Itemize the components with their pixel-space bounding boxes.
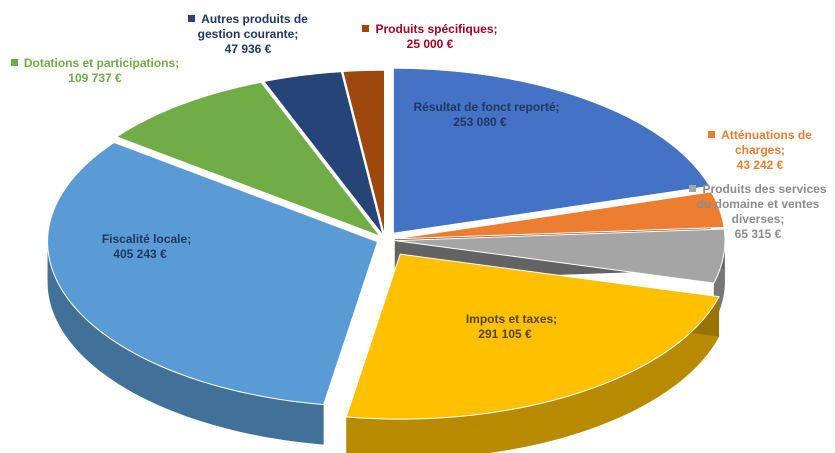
category-label: Dotations et participations; — [23, 56, 180, 70]
category-label: Produits spécifiques; — [375, 22, 498, 36]
data-label: Autres produits de gestion courante; 47 9… — [173, 12, 323, 57]
data-label: Dotations et participations; 109 737 € — [5, 56, 185, 86]
legend-key — [689, 185, 697, 192]
slice — [262, 71, 384, 236]
value-label: 109 737 € — [68, 71, 122, 85]
slice — [47, 141, 379, 406]
category-label: Fiscalité locale; — [101, 232, 192, 246]
legend-key — [88, 235, 96, 242]
slice — [342, 69, 385, 236]
legend-key — [362, 25, 370, 32]
legend-key — [400, 103, 408, 110]
category-label: Résultat de fonct reporté; — [413, 100, 560, 114]
slice — [394, 228, 726, 284]
category-label: Impots et taxes; — [465, 312, 558, 326]
slice — [394, 191, 725, 240]
value-label: 253 080 € — [453, 115, 507, 129]
value-label: 291 105 € — [478, 327, 532, 341]
value-label: 47 936 € — [224, 42, 272, 56]
legend-key — [188, 15, 196, 22]
data-label: Impots et taxes; 291 105 € — [415, 312, 595, 342]
legend-key — [10, 59, 18, 66]
slice-side — [346, 296, 720, 453]
slice — [115, 81, 382, 238]
slice-side-shade — [47, 241, 324, 445]
legend-key — [452, 315, 460, 322]
category-label: Autres produits de gestion courante; — [197, 12, 308, 41]
category-label: Produits des services du domaine et vent… — [696, 182, 827, 226]
data-label: Fiscalité locale; 405 243 € — [65, 232, 215, 262]
data-label: Résultat de fonct reporté; 253 080 € — [380, 100, 580, 130]
slice-side — [47, 241, 324, 445]
data-label: Produits spécifiques; 25 000 € — [355, 22, 505, 52]
slice — [345, 253, 720, 420]
legend-key — [708, 131, 716, 138]
value-label: 405 243 € — [113, 247, 167, 261]
category-label: Atténuations de charges; — [721, 128, 812, 157]
slice-side-shade — [346, 296, 720, 453]
value-label: 65 315 € — [734, 227, 782, 241]
data-label: Produits des services du domaine et vent… — [683, 182, 833, 242]
slice — [392, 67, 711, 234]
value-label: 43 242 € — [736, 158, 784, 172]
data-label: Atténuations de charges; 43 242 € — [695, 128, 825, 173]
value-label: 25 000 € — [406, 37, 454, 51]
